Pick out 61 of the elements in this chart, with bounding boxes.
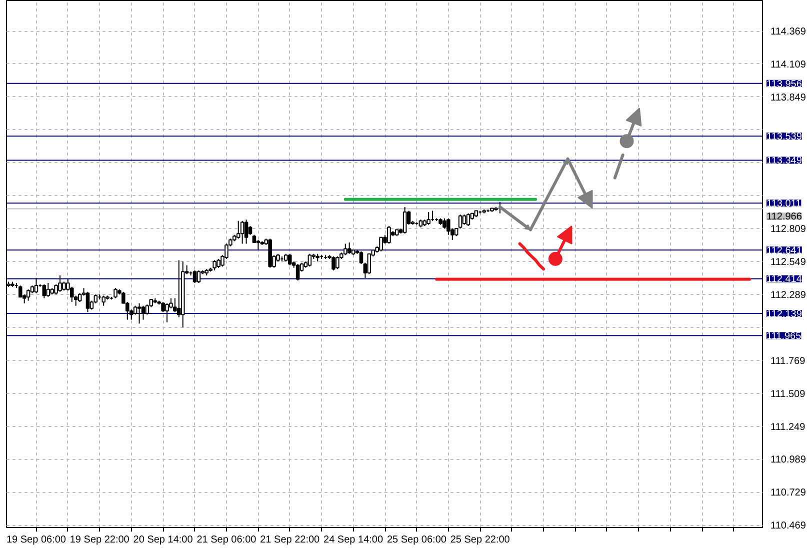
candlestick — [137, 302, 142, 324]
candlestick — [240, 220, 244, 244]
candlestick — [86, 291, 90, 313]
x-tick-label: 25 Sep 06:00 — [386, 534, 447, 546]
candlestick — [192, 270, 197, 284]
candlestick — [308, 253, 312, 268]
candlestick — [34, 277, 38, 294]
candlestick — [426, 212, 430, 226]
x-tick-label: 25 Sep 22:00 — [450, 534, 510, 546]
y-tick-label: 111.769 — [770, 356, 806, 367]
candlestick — [212, 260, 216, 271]
y-tick-label: 112.289 — [770, 290, 806, 302]
line-series — [518, 242, 546, 271]
ref-line-label: 113.956 — [766, 78, 802, 90]
candlestick — [367, 253, 372, 275]
candlestick — [387, 225, 391, 244]
y-tick-label: 110.989 — [770, 454, 806, 466]
x-tick-label: 21 Sep 06:00 — [196, 534, 257, 546]
candlestick — [236, 220, 240, 240]
ref-line-label: 112.966 — [766, 212, 802, 223]
candlestick — [114, 288, 118, 299]
candlestick — [343, 243, 348, 256]
y-tick-label: 111.509 — [770, 388, 806, 400]
ref-line-label: 113.349 — [766, 156, 802, 167]
candlestick — [58, 274, 62, 292]
y-tick-label: 114.109 — [770, 59, 806, 70]
candlestick — [402, 206, 407, 234]
candlestick — [141, 305, 146, 320]
y-tick-label: 111.249 — [770, 422, 806, 433]
ref-line-label: 112.139 — [766, 309, 802, 320]
candlestick — [347, 242, 352, 254]
ref-line-label: 112.414 — [766, 274, 802, 286]
candlestick — [244, 219, 248, 244]
x-tick-label: 19 Sep 06:00 — [6, 534, 66, 546]
candlestick — [336, 256, 340, 270]
x-tick-label: 19 Sep 22:00 — [70, 534, 130, 546]
candlestick — [196, 270, 201, 284]
y-tick-label: 114.369 — [770, 26, 806, 38]
x-tick-label: 20 Sep 14:00 — [133, 534, 194, 546]
y-tick-label: 113.849 — [770, 92, 806, 104]
candlestick — [379, 236, 383, 252]
candlestick — [102, 295, 106, 306]
candlestick — [42, 284, 46, 299]
y-tick-label: 110.729 — [770, 488, 806, 499]
candlestick — [46, 282, 50, 298]
candlestick — [296, 264, 300, 281]
candlestick — [458, 214, 462, 230]
y-tick-label: 112.549 — [770, 257, 806, 268]
candlestick — [26, 288, 30, 302]
candlestick — [332, 256, 336, 271]
candlestick — [462, 214, 466, 226]
y-tick-label: 112.809 — [770, 224, 806, 236]
ref-line-label: 112.641 — [766, 245, 802, 256]
candlestick — [256, 239, 260, 251]
x-tick-label: 24 Sep 14:00 — [324, 534, 384, 546]
candlestick — [288, 253, 292, 266]
y-tick-label: 110.469 — [770, 520, 806, 532]
x-tick-label: 21 Sep 22:00 — [260, 534, 320, 546]
candlestick — [442, 218, 446, 230]
candlestick — [466, 212, 470, 226]
candlestick — [177, 260, 181, 318]
